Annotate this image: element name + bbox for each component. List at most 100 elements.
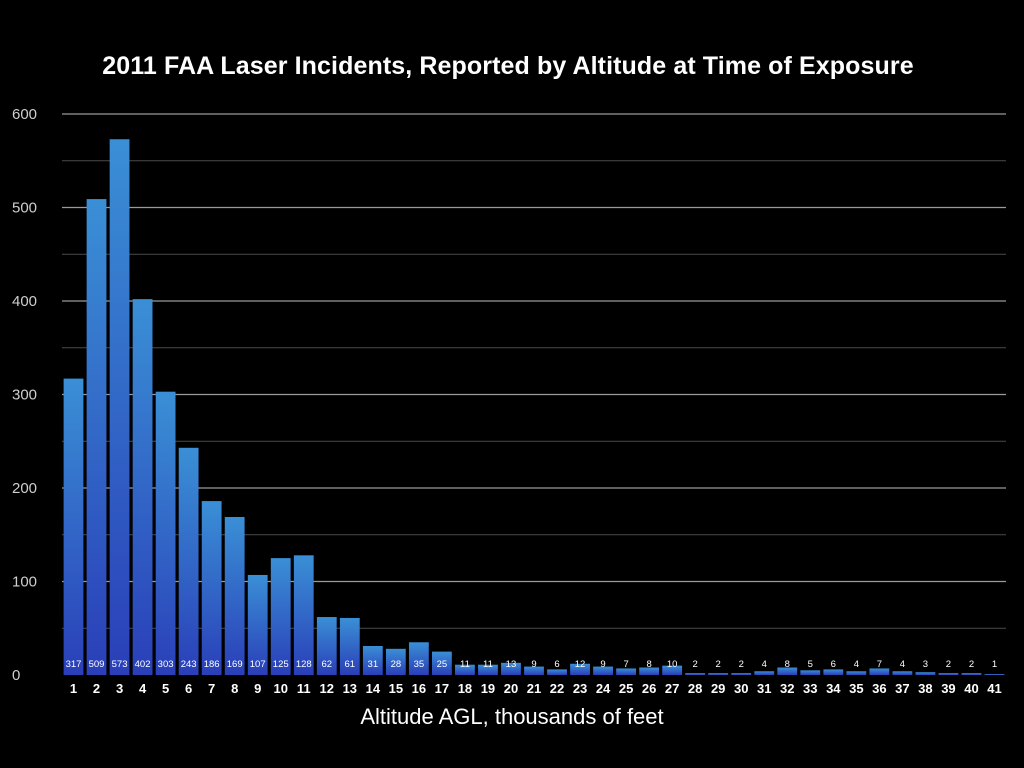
x-tick-label-30: 30 [734,681,748,696]
x-axis: 1 2 3 4 5 6 7 8 9 10 11 12 13 14 15 16 17 18 19 20 21 22 23 24 2… [70,681,1002,696]
data-label-34: 6 [831,659,836,670]
data-label-16: 35 [414,659,425,670]
bar-36 [869,668,890,675]
x-tick-label-18: 18 [458,681,472,696]
data-label-4: 402 [135,659,151,670]
bar-2 [86,199,107,675]
x-tick-label-35: 35 [849,681,863,696]
data-label-8: 169 [227,659,243,670]
x-tick-label-37: 37 [895,681,909,696]
data-label-6: 243 [181,659,197,670]
data-label-30: 2 [739,659,744,670]
x-tick-label-32: 32 [780,681,794,696]
data-label-21: 9 [531,659,536,670]
data-label-40: 2 [969,659,974,670]
bar-37 [892,671,913,675]
data-label-20: 13 [506,659,517,670]
y-tick-label: 0 [12,667,20,684]
x-tick-label-28: 28 [688,681,702,696]
data-label-19: 11 [483,659,493,670]
x-tick-label-5: 5 [162,681,169,696]
bar-31 [754,671,775,675]
bar-41 [984,674,1005,675]
bar-14 [362,646,383,675]
x-tick-label-15: 15 [389,681,403,696]
y-axis: 0 100 200 300 400 500 600 [12,106,37,684]
bar-3 [109,139,130,675]
data-label-17: 25 [437,659,448,670]
x-tick-label-1: 1 [70,681,77,696]
data-labels: 317 509 573 402 303 243 186 169 107 125 128 62 61 31 2… [66,659,998,670]
bar-9 [247,574,268,675]
data-label-28: 2 [693,659,698,670]
x-tick-label-33: 33 [803,681,817,696]
bar-25 [616,668,636,675]
bar-26 [639,667,660,675]
bar-5 [155,391,176,675]
x-tick-label-40: 40 [964,681,978,696]
data-label-36: 7 [877,659,882,670]
x-tick-label-31: 31 [757,681,771,696]
x-tick-label-2: 2 [93,681,100,696]
data-label-18: 11 [460,659,470,670]
bar-38 [915,672,936,675]
data-label-25: 7 [623,659,628,670]
x-tick-label-6: 6 [185,681,192,696]
bar-29 [708,673,729,675]
data-label-22: 6 [554,659,559,670]
x-tick-label-16: 16 [412,681,426,696]
y-tick-label: 600 [12,106,37,123]
chart-title: 2011 FAA Laser Incidents, Reported by Al… [102,52,914,80]
bar-20 [501,662,521,675]
x-tick-label-26: 26 [642,681,656,696]
data-label-37: 4 [900,659,905,670]
x-tick-label-19: 19 [481,681,495,696]
bar-22 [547,669,567,675]
data-label-10: 125 [273,659,289,670]
x-tick-label-11: 11 [297,681,311,696]
data-label-14: 31 [368,659,379,670]
x-tick-label-21: 21 [527,681,541,696]
x-tick-label-23: 23 [573,681,587,696]
bar-11 [293,555,314,675]
data-label-33: 5 [808,659,813,670]
data-label-1: 317 [66,659,82,670]
x-tick-label-41: 41 [987,681,1001,696]
x-tick-label-9: 9 [254,681,261,696]
data-label-24: 9 [600,659,605,670]
grid-lines [62,113,1006,629]
data-label-13: 61 [345,659,356,670]
bar-1 [63,378,84,675]
bar-27 [662,665,683,675]
x-tick-label-27: 27 [665,681,679,696]
y-tick-label: 100 [12,574,37,591]
x-tick-label-39: 39 [941,681,955,696]
x-tick-label-22: 22 [550,681,564,696]
bar-16 [408,642,429,675]
y-tick-label: 300 [12,387,37,404]
x-tick-label-13: 13 [343,681,357,696]
bars [63,139,1005,675]
y-tick-label: 200 [12,480,37,497]
x-tick-label-3: 3 [116,681,123,696]
bar-34 [823,669,844,675]
x-tick-label-24: 24 [596,681,611,696]
bar-7 [201,501,222,675]
data-label-39: 2 [946,659,951,670]
bar-23 [570,663,590,675]
bar-35 [846,671,867,675]
data-label-41: 1 [992,659,997,670]
data-label-11: 128 [296,659,312,670]
bar-13 [339,617,360,675]
x-tick-label-17: 17 [435,681,449,696]
bar-10 [270,558,291,675]
data-label-35: 4 [854,659,859,670]
data-label-32: 8 [785,659,790,670]
bar-15 [385,648,406,675]
bar-8 [224,516,245,675]
data-label-27: 10 [667,659,678,670]
x-tick-label-20: 20 [504,681,518,696]
bar-32 [777,667,798,675]
x-axis-label: Altitude AGL, thousands of feet [360,704,663,729]
